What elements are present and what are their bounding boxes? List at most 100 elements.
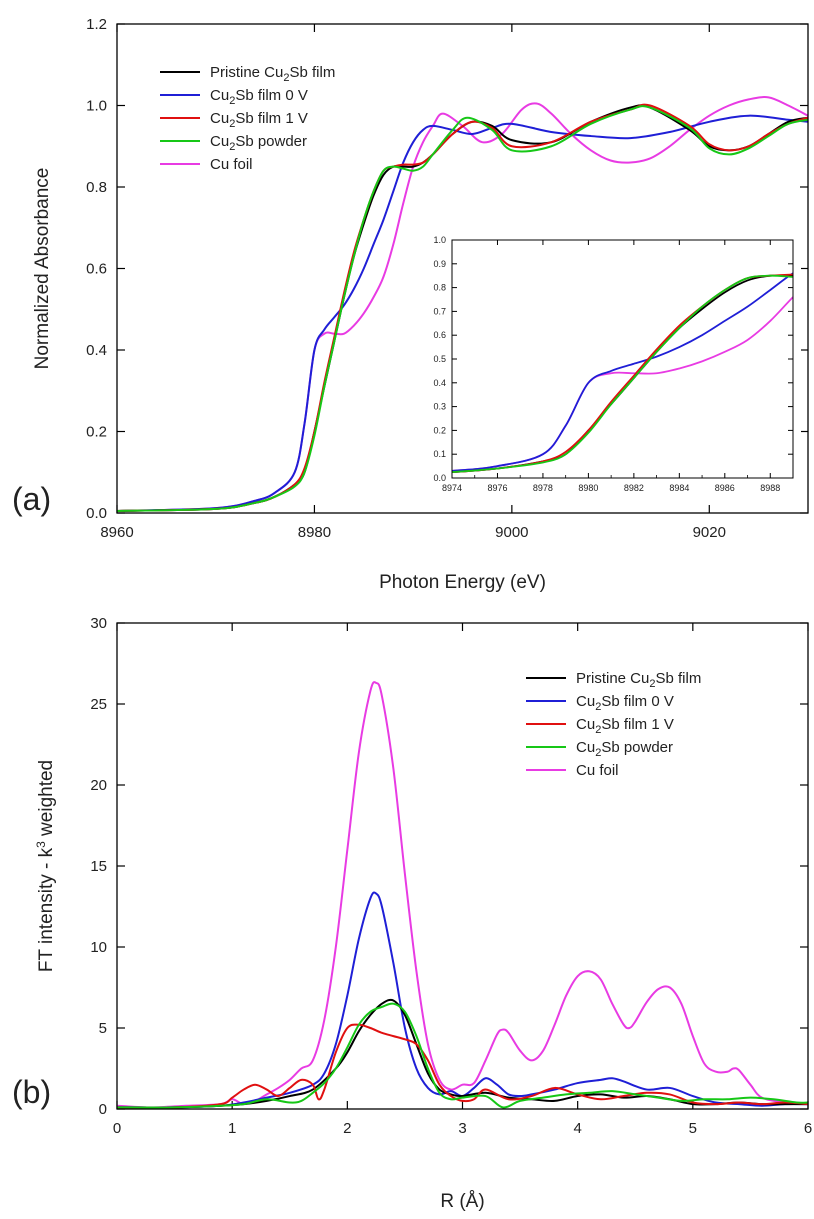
- legend-entry: Pristine Cu2Sb film: [576, 670, 701, 690]
- series-line-2: [117, 1023, 808, 1109]
- panel-b-tick-labels: 0 1 2 3 4 5 6 0 5 10 15 20 25 30: [90, 615, 812, 1137]
- y-tick-label: 10: [90, 939, 107, 956]
- legend-entry-subscript: 2: [283, 72, 289, 84]
- inset-x-tick-label: 8982: [624, 483, 644, 493]
- legend-entry-main: Cu foil: [576, 762, 619, 779]
- legend-entry-subscript: 2: [595, 701, 601, 713]
- legend-entry-main: Pristine Cu: [576, 670, 649, 687]
- panel-a-series: [117, 96, 808, 512]
- inset-y-tick-label: 0.9: [433, 259, 446, 269]
- legend-entry: Cu2Sb film 1 V: [210, 110, 308, 130]
- panel-a-inset: 8974 8976 8978 8980 8982 8984 8986 8988 0.0 0.1 0.…: [412, 234, 801, 498]
- y-tick-label: 0.2: [86, 424, 107, 441]
- legend-entry-main: Cu: [576, 693, 595, 710]
- x-tick-label: 0: [113, 1120, 121, 1137]
- legend-entry-subscript: 2: [649, 678, 655, 690]
- inset-tick-labels: 8974 8976 8978 8980 8982 8984 8986 8988 0.0 0.1 0.…: [433, 235, 780, 493]
- series-line-4: [117, 681, 808, 1109]
- legend-entry-main: Cu foil: [210, 156, 253, 173]
- series-line-0: [117, 998, 808, 1109]
- panel-b-ticks: [116, 622, 809, 1110]
- inset-y-tick-label: 0.0: [433, 473, 446, 483]
- inset-series-line-3: [452, 274, 793, 473]
- legend-entry: Pristine Cu2Sb film: [210, 64, 335, 84]
- legend-entry-tail: Sb film 0 V: [601, 693, 674, 710]
- x-tick-label: 1: [228, 1120, 236, 1137]
- inset-series: [452, 272, 793, 473]
- inset-x-tick-label: 8978: [533, 483, 553, 493]
- inset-y-tick-label: 0.1: [433, 449, 446, 459]
- series-line-3: [117, 1002, 808, 1109]
- y-tick-label: 0.6: [86, 261, 107, 278]
- panel-a-y-axis-title: Normalized Absorbance: [32, 168, 53, 370]
- inset-x-tick-label: 8976: [487, 483, 507, 493]
- x-tick-label: 8960: [100, 524, 133, 541]
- inset-x-tick-label: 8980: [578, 483, 598, 493]
- y-tick-label: 0.8: [86, 179, 107, 196]
- y-tick-label: 0.4: [86, 342, 107, 359]
- inset-background: [412, 234, 801, 498]
- panel-a-tick-labels: 8960 8980 9000 9020 0.0 0.2 0.4 0.6 0.8 1.0 1.2: [86, 16, 726, 541]
- panel-a-frame: [116, 23, 809, 514]
- panel-a-label: (a): [12, 481, 51, 517]
- panel-b-y-axis-title-main: FT intensity - k: [36, 847, 57, 972]
- series-line-2: [117, 103, 808, 512]
- legend-entry-subscript: 2: [229, 118, 235, 130]
- panel-b-series: [117, 681, 808, 1109]
- legend-entry-main: Cu: [210, 87, 229, 104]
- y-tick-label: 1.0: [86, 98, 107, 115]
- legend-entry-tail: Sb powder: [601, 739, 673, 756]
- legend-entry: Cu foil: [210, 156, 253, 173]
- inset-y-tick-label: 0.4: [433, 378, 446, 388]
- legend-entry-tail: Sb film 1 V: [235, 110, 308, 127]
- panel-a-x-axis-title: Photon Energy (eV): [379, 572, 546, 593]
- inset-x-tick-label: 8984: [669, 483, 689, 493]
- legend-entry-main: Cu: [576, 716, 595, 733]
- x-tick-label: 9000: [495, 524, 528, 541]
- y-tick-label: 25: [90, 696, 107, 713]
- panel-b-y-axis-title-sup: 3: [34, 841, 48, 848]
- legend-entry: Cu2Sb powder: [210, 133, 307, 153]
- y-tick-label: 1.2: [86, 16, 107, 33]
- panel-b-x-axis-title: R (Å): [440, 1191, 484, 1212]
- legend-entry: Cu2Sb powder: [576, 739, 673, 759]
- x-tick-label: 5: [689, 1120, 697, 1137]
- panel-b-y-axis-title: FT intensity - k3 weighted: [34, 760, 57, 972]
- panel-a: 8960 8980 9000 9020 0.0 0.2 0.4 0.6 0.8 1.0 1.2 Ph…: [12, 16, 809, 593]
- x-tick-label: 6: [804, 1120, 812, 1137]
- x-tick-label: 3: [458, 1120, 466, 1137]
- legend-entry-main: Cu: [210, 110, 229, 127]
- y-tick-label: 0.0: [86, 505, 107, 522]
- legend-entry-tail: Sb film: [289, 64, 335, 81]
- legend-entry: Cu2Sb film 0 V: [210, 87, 308, 107]
- x-tick-label: 9020: [693, 524, 726, 541]
- inset-y-tick-label: 0.6: [433, 330, 446, 340]
- series-line-3: [117, 105, 808, 512]
- panel-b-frame: [116, 622, 809, 1110]
- legend-entry-subscript: 2: [229, 95, 235, 107]
- inset-y-tick-label: 0.3: [433, 402, 446, 412]
- inset-x-tick-label: 8986: [715, 483, 735, 493]
- legend-entry-main: Cu: [576, 739, 595, 756]
- legend-entry-subscript: 2: [229, 141, 235, 153]
- legend-entry: Cu2Sb film 1 V: [576, 716, 674, 736]
- legend-entry: Cu2Sb film 0 V: [576, 693, 674, 713]
- x-tick-label: 4: [573, 1120, 581, 1137]
- legend-entry-tail: Sb film 1 V: [601, 716, 674, 733]
- series-line-1: [117, 891, 808, 1109]
- inset-x-tick-label: 8974: [442, 483, 462, 493]
- y-tick-label: 5: [99, 1020, 107, 1037]
- inset-x-tick-label: 8988: [760, 483, 780, 493]
- x-tick-label: 8980: [298, 524, 331, 541]
- inset-series-line-1: [452, 272, 793, 472]
- panel-b-y-axis-title-tail: weighted: [36, 760, 57, 841]
- y-tick-label: 0: [99, 1101, 107, 1118]
- inset-frame: [451, 239, 794, 479]
- legend-entry-main: Cu: [210, 133, 229, 150]
- inset-y-tick-label: 0.8: [433, 283, 446, 293]
- x-tick-label: 2: [343, 1120, 351, 1137]
- legend-entry-tail: Sb powder: [235, 133, 307, 150]
- inset-y-tick-label: 0.7: [433, 306, 446, 316]
- legend-entry-subscript: 2: [595, 747, 601, 759]
